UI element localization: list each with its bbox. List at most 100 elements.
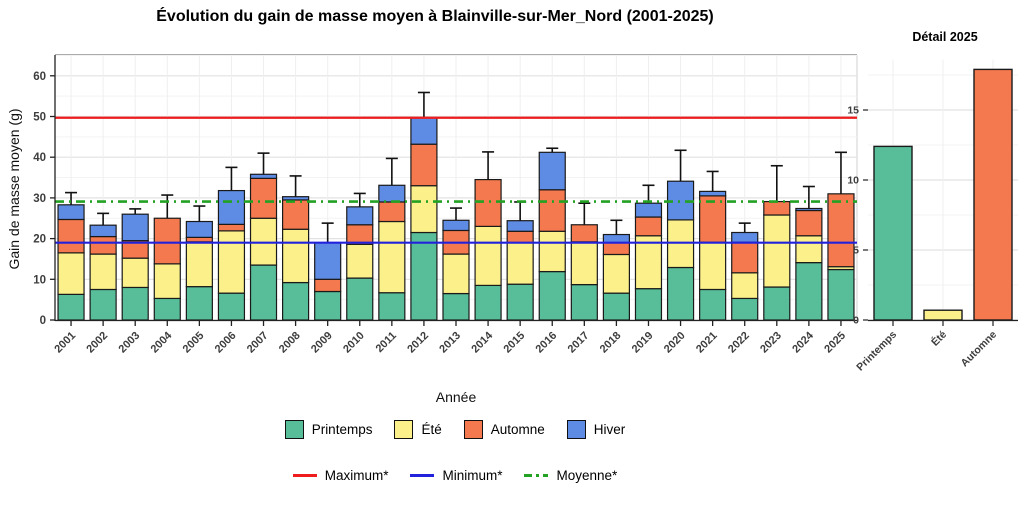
bar-segment-2008-Printemps [282, 281, 310, 321]
bar-segment-2010-Hiver [346, 206, 374, 226]
legend-item-été: Été [394, 420, 442, 439]
bar-segment-2023-Printemps [763, 286, 791, 321]
legend-item-printemps: Printemps [284, 420, 373, 439]
y-tick-label: 60 [33, 71, 46, 83]
bar-segment-2001-Automne [57, 218, 85, 254]
bar-segment-2022-Automne [731, 241, 759, 274]
bar-segment-2015-Automne [506, 230, 534, 244]
bar-segment-2011-Été [378, 220, 406, 294]
legend-label: Moyenne* [556, 468, 618, 483]
legend-label: Maximum* [324, 468, 389, 483]
bar-segment-2022-Été [731, 272, 759, 300]
bar-segment-2013-Printemps [442, 292, 470, 321]
bar-segment-2024-Été [795, 235, 823, 264]
y-tick-label: 0 [853, 315, 859, 327]
bar-segment-2007-Hiver [249, 173, 278, 179]
bar-segment-2002-Hiver [89, 224, 117, 238]
bar-segment-2007-Printemps [249, 264, 278, 321]
bar-segment-2008-Automne [282, 199, 310, 230]
x-tick-label: 2019 [630, 330, 656, 356]
y-tick-label: 10 [33, 274, 46, 286]
bar-segment-2005-Automne [185, 236, 213, 243]
x-tick-label: 2013 [437, 330, 463, 356]
legend-item-automne: Automne [463, 420, 545, 439]
bar-segment-2007-Automne [249, 177, 278, 219]
legend-swatch-automne [463, 420, 483, 439]
bar-segment-2005-Été [185, 241, 213, 288]
bar-segment-2020-Printemps [666, 266, 695, 321]
bar-segment-2011-Hiver [378, 184, 406, 203]
x-tick-label: 2021 [694, 330, 720, 356]
x-tick-label: 2003 [117, 330, 143, 356]
bar-segment-2018-Printemps [602, 292, 631, 321]
bar-segment-2004-Été [153, 263, 181, 300]
legend-swatch-hiver [566, 420, 586, 439]
bar-segment-2012-Hiver [410, 117, 438, 145]
y-tick-label: 0 [40, 315, 46, 327]
legend-label: Automne [490, 422, 545, 437]
bar-segment-2002-Printemps [89, 288, 117, 321]
legend-item-hiver: Hiver [566, 420, 625, 439]
bar-segment-2021-Été [699, 241, 727, 291]
bar-segment-2019-Printemps [634, 288, 663, 321]
bar-segment-2005-Hiver [185, 220, 213, 238]
y-tick-label: 30 [33, 193, 46, 205]
detail-bar-Printemps [873, 145, 913, 321]
bar-segment-2008-Été [282, 228, 310, 284]
bar-segment-2006-Été [217, 230, 246, 294]
bar-segment-2024-Hiver [795, 207, 823, 212]
bar-segment-2017-Printemps [570, 283, 598, 321]
bar-segment-2025-Automne [827, 193, 855, 268]
bar-segment-2006-Printemps [217, 292, 246, 321]
bar-segment-2010-Automne [346, 224, 374, 245]
bar-segment-2013-Été [442, 253, 470, 295]
detail-x-tick-label: Automne [958, 329, 999, 370]
x-tick-label: 2006 [213, 330, 239, 356]
bar-segment-2002-Été [89, 253, 117, 291]
legend-label: Printemps [311, 422, 373, 437]
bar-segment-2018-Été [602, 253, 631, 294]
x-tick-label: 2002 [84, 330, 110, 356]
legend-label: Minimum* [442, 468, 503, 483]
bar-segment-2003-Hiver [121, 213, 149, 242]
bar-segment-2012-Printemps [410, 231, 438, 321]
y-tick-label: 15 [847, 105, 859, 117]
bar-segment-2005-Printemps [185, 286, 213, 321]
bar-segment-2011-Automne [378, 201, 406, 223]
bar-segment-2004-Printemps [153, 297, 181, 321]
legend-swatch-printemps [284, 420, 304, 439]
bar-segment-2022-Hiver [731, 231, 759, 243]
reference-line-legend: Maximum* Minimum* Moyenne* [0, 468, 910, 483]
bar-segment-2014-Automne [474, 178, 502, 227]
bar-segment-2006-Hiver [217, 189, 246, 225]
x-tick-label: 2018 [598, 330, 624, 356]
y-tick-label: 5 [853, 245, 859, 257]
bar-segment-2006-Automne [217, 223, 246, 232]
bar-segment-2016-Printemps [538, 270, 566, 321]
x-tick-label: 2004 [149, 329, 175, 355]
season-legend: Printemps Été Automne Hiver [0, 420, 910, 439]
legend-item-maximum: Maximum* [292, 468, 389, 483]
bar-segment-2001-Hiver [57, 204, 85, 221]
x-axis-label: Année [435, 389, 477, 405]
x-tick-label: 2007 [245, 330, 271, 356]
bar-segment-2012-Été [410, 185, 438, 234]
bar-segment-2025-Printemps [827, 268, 855, 321]
detail-x-tick-label: Été [928, 328, 949, 349]
legend-swatch-été [394, 420, 414, 439]
x-tick-label: 2016 [534, 330, 560, 356]
x-tick-label: 2001 [52, 330, 78, 356]
bar-segment-2017-Été [570, 241, 598, 286]
y-tick-label: 10 [847, 175, 859, 187]
bar-segment-2011-Printemps [378, 292, 406, 321]
x-tick-label: 2020 [662, 330, 688, 356]
bar-segment-2003-Été [121, 257, 149, 289]
x-tick-label: 2011 [374, 330, 399, 355]
bar-segment-2002-Automne [89, 235, 117, 255]
x-tick-label: 2017 [566, 330, 592, 356]
page-title: Évolution du gain de masse moyen à Blain… [156, 8, 714, 25]
bar-segment-2015-Hiver [506, 220, 534, 232]
bar-segment-2018-Automne [602, 242, 631, 256]
bar-segment-2008-Hiver [282, 196, 310, 201]
